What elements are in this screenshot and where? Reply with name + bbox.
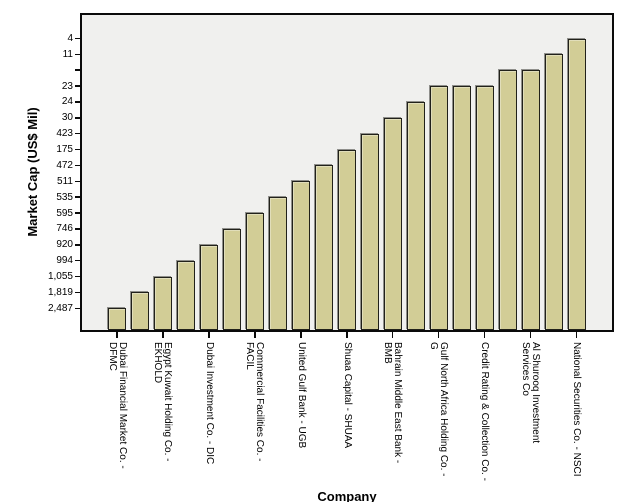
company-label-line: Bahrain Middle East Bank -: [392, 342, 404, 464]
y-axis-tick-label: 746: [56, 223, 73, 235]
y-axis-tick-label: 2,487: [47, 302, 73, 314]
y-axis-tick: [75, 101, 80, 103]
y-axis-tick-label: 595: [56, 207, 73, 219]
bar: [337, 149, 356, 330]
bar: [108, 308, 126, 330]
company-label: Egypt Kuwait Holding Co. - EKHOLD: [153, 342, 174, 462]
y-axis-tick-label: 511: [57, 175, 73, 187]
bar: [360, 133, 379, 330]
y-axis-tick-label: 994: [56, 255, 73, 267]
company-label-line: United Gulf Bank - UGB: [295, 342, 307, 449]
bar: [130, 292, 149, 330]
x-axis-tick: [116, 332, 118, 338]
bar: [406, 101, 425, 330]
bar: [176, 260, 195, 330]
x-axis-title: Company: [317, 489, 377, 502]
company-label-line: DFMC: [107, 342, 118, 371]
y-axis-tick-label: 11: [62, 48, 73, 60]
y-axis-tick-label: 175: [56, 144, 73, 156]
y-axis-tick-label: 1,819: [47, 286, 73, 298]
company-label: Dubai Financial Market Co. - DFMC: [107, 342, 128, 469]
company-label: Credit Rating & Collection Co. -: [479, 342, 491, 481]
y-axis-tick: [75, 37, 80, 40]
company-label: Dubai Investment Co. - DIC: [203, 342, 215, 465]
y-axis-tick-label: 1,055: [47, 271, 73, 283]
company-label-line: Al Shurooq Investment: [530, 342, 542, 444]
x-axis-tick: [208, 332, 210, 338]
y-axis-tick: [75, 117, 80, 119]
y-axis-tick: [75, 212, 80, 214]
y-axis-tick-label: 24: [61, 96, 73, 108]
bar: [521, 70, 540, 330]
x-axis-tick: [483, 332, 486, 338]
bar: [475, 86, 494, 330]
company-label: United Gulf Bank - UGB: [295, 342, 307, 449]
y-axis-tick-label: 472: [56, 159, 73, 171]
y-axis-tick-label: 535: [56, 191, 73, 203]
company-label: National Securities Co. - NSCI: [571, 342, 583, 477]
company-label-line: Gulf North Africa Holding Co. -: [438, 342, 450, 477]
y-axis-tick: [75, 307, 80, 310]
company-label: Commercial Facilities Co. - FACIL: [245, 342, 266, 462]
y-axis-tick: [75, 69, 80, 71]
bar: [291, 181, 310, 330]
company-label-line: National Securities Co. - NSCI: [571, 342, 583, 477]
bar: [153, 276, 172, 330]
y-axis-tick: [75, 259, 80, 262]
bar: [245, 213, 264, 330]
company-label: Bahrain Middle East Bank - BMB: [383, 342, 404, 464]
bar: [268, 197, 287, 330]
y-axis-tick: [75, 228, 80, 230]
y-axis-tick: [75, 244, 80, 246]
y-axis-tick: [75, 85, 80, 87]
y-axis-tick-label: 920: [56, 239, 73, 251]
x-axis-tick: [254, 332, 256, 338]
company-label-line: Commercial Facilities Co. -: [254, 342, 266, 462]
bar: [222, 228, 241, 330]
y-axis-tick: [75, 275, 80, 278]
bar: [452, 86, 471, 330]
x-axis-tick: [300, 332, 302, 338]
x-axis-tick: [391, 332, 394, 338]
y-axis-tick-label: 4: [67, 33, 73, 44]
y-axis-tick: [75, 148, 80, 151]
company-label-line: Shuaa Capital - SHUAA: [341, 342, 353, 449]
y-axis-tick-label: 30: [61, 112, 73, 124]
bar: [429, 86, 448, 330]
company-label-line: Dubai Investment Co. - DIC: [203, 342, 215, 465]
x-axis-tick: [575, 332, 578, 338]
bar: [567, 38, 586, 330]
company-label-line: Egypt Kuwait Holding Co. -: [162, 342, 174, 462]
x-axis-tick: [346, 332, 348, 338]
y-axis-tick-label: 423: [56, 128, 73, 140]
bar: [314, 165, 333, 330]
bar: [199, 244, 218, 330]
company-label-line: Credit Rating & Collection Co. -: [479, 342, 491, 481]
y-axis-tick: [75, 164, 80, 167]
x-axis-tick: [529, 332, 532, 338]
x-axis-tick: [437, 332, 440, 338]
bar: [498, 70, 517, 330]
company-label: Gulf North Africa Holding Co. -G: [429, 342, 450, 477]
company-label-line: Dubai Financial Market Co. -: [116, 342, 128, 469]
y-axis-tick-label: 23: [61, 80, 73, 92]
y-axis-tick: [75, 196, 80, 198]
y-axis-tick: [75, 132, 80, 135]
company-label: Shuaa Capital - SHUAA: [341, 342, 353, 449]
y-axis-tick: [75, 291, 80, 294]
bar: [544, 54, 563, 330]
bar: [383, 117, 402, 330]
x-axis-tick: [162, 332, 164, 338]
y-axis-tick: [75, 180, 80, 183]
y-axis-tick: [75, 53, 80, 56]
company-label: Al Shurooq Investment Services Co: [521, 342, 542, 444]
